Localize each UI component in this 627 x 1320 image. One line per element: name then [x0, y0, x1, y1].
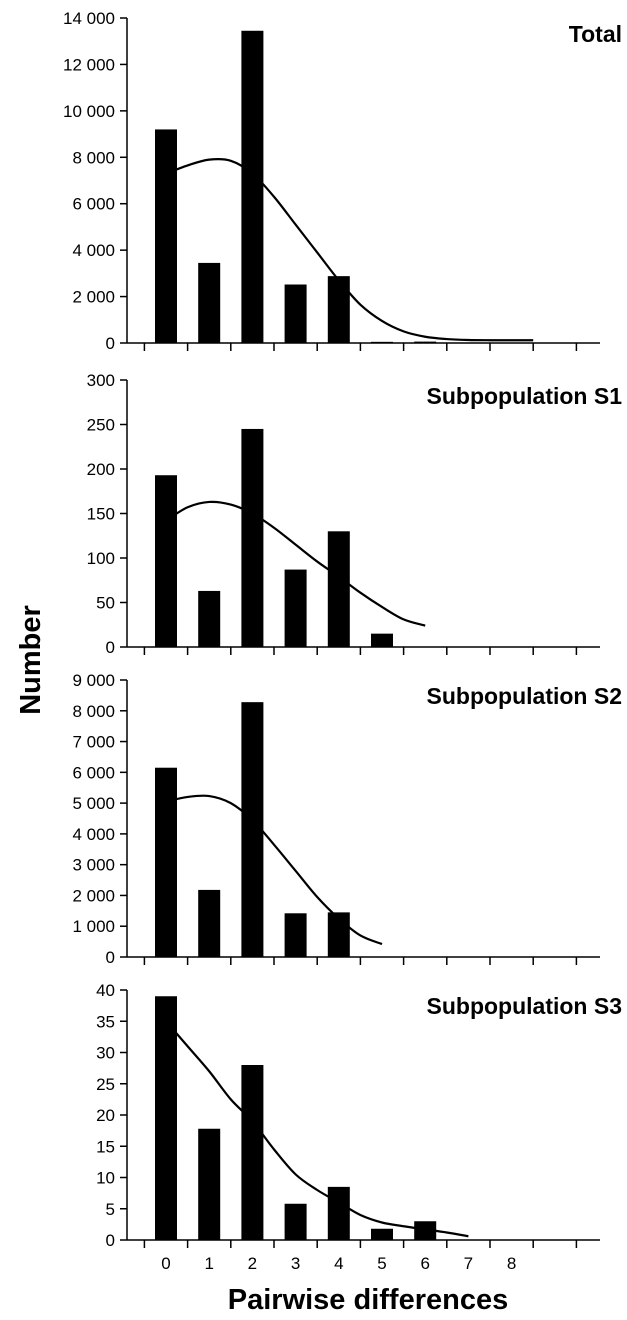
chart-panel-2: 0 50 100 150 200 250 300 Subpopulation S1: [87, 371, 623, 657]
y-tick-label: 2 000: [72, 886, 115, 905]
fit-curve: [165, 500, 426, 627]
x-tick-label: 4: [334, 1254, 343, 1273]
bar-3: [284, 1203, 307, 1240]
y-tick-label: 100: [87, 549, 115, 568]
x-tick-label: 1: [204, 1254, 213, 1273]
y-tick-label: 10: [96, 1169, 115, 1188]
y-tick-label: 25: [96, 1075, 115, 1094]
y-tick-label: 14 000: [63, 9, 115, 28]
bar-2: [241, 1065, 264, 1240]
y-tick-label: 8 000: [72, 148, 115, 167]
y-tick-label: 250: [87, 416, 115, 435]
y-tick-label: 0: [106, 638, 115, 657]
x-tick-label: 0: [161, 1254, 170, 1273]
x-tick-label: 5: [377, 1254, 386, 1273]
panel-title: Subpopulation S1: [427, 383, 623, 409]
y-tick-label: 4 000: [72, 241, 115, 260]
y-tick-label: 50: [96, 594, 115, 613]
x-axis-title: Pairwise differences: [228, 1284, 508, 1316]
y-tick-label: 1 000: [72, 917, 115, 936]
y-tick-label: 0: [106, 334, 115, 353]
bar-4: [327, 276, 350, 343]
bar-4: [327, 1186, 350, 1240]
bar-2: [241, 428, 264, 647]
bar-1: [198, 889, 221, 957]
x-tick-label: 8: [507, 1254, 516, 1273]
x-tick-label: 7: [464, 1254, 473, 1273]
bar-4: [327, 531, 350, 647]
y-tick-label: 15: [96, 1137, 115, 1156]
y-tick-label: 10 000: [63, 102, 115, 121]
y-tick-label: 5 000: [72, 794, 115, 813]
bar-3: [284, 569, 307, 647]
x-tick-label: 3: [291, 1254, 300, 1273]
chart-panel-1: 0 2 000 4 000 6 000 8 000 10 000 12 000 14 000 T…: [63, 9, 622, 353]
y-tick-label: 150: [87, 505, 115, 524]
y-tick-label: 35: [96, 1012, 115, 1031]
y-axis-title: Number: [15, 605, 47, 715]
bar-1: [198, 1128, 221, 1240]
bar-2: [241, 30, 264, 344]
bar-5: [371, 633, 393, 647]
y-tick-label: 5: [106, 1200, 115, 1219]
bar-6: [414, 341, 437, 343]
bar-3: [284, 913, 307, 957]
bar-0: [155, 996, 177, 1240]
bar-5: [371, 341, 393, 343]
fit-curve: [165, 794, 383, 946]
y-tick-label: 3 000: [72, 856, 115, 875]
y-tick-label: 8 000: [72, 702, 115, 721]
y-tick-label: 9 000: [72, 671, 115, 690]
panel-title: Total: [569, 21, 622, 47]
y-tick-label: 6 000: [72, 195, 115, 214]
bar-1: [198, 262, 221, 343]
bar-0: [155, 767, 177, 957]
panel-title: Subpopulation S2: [427, 683, 623, 709]
bar-2: [241, 702, 264, 957]
bar-3: [284, 284, 307, 343]
y-tick-label: 20: [96, 1106, 115, 1125]
x-tick-label: 2: [248, 1254, 257, 1273]
chart-panel-4: 0 5 10 15 20 25 30 35 40 Subpopulation S3 0 1 2 3 4 5 6 7…: [96, 981, 622, 1273]
y-tick-label: 200: [87, 460, 115, 479]
y-tick-label: 40: [96, 981, 115, 1000]
y-tick-label: 7 000: [72, 733, 115, 752]
y-tick-label: 30: [96, 1044, 115, 1063]
y-tick-label: 4 000: [72, 825, 115, 844]
bar-1: [198, 590, 221, 647]
bar-0: [155, 129, 177, 343]
y-tick-label: 12 000: [63, 55, 115, 74]
x-tick-label: 6: [420, 1254, 429, 1273]
y-tick-label: 2 000: [72, 288, 115, 307]
y-tick-label: 300: [87, 371, 115, 390]
fit-curve: [165, 157, 534, 342]
chart-panel-3: 0 1 000 2 000 3 000 4 000 5 000 6 000 7 000 8 00…: [72, 671, 622, 967]
fit-curve: [165, 1020, 469, 1238]
y-tick-label: 0: [106, 1231, 115, 1250]
y-tick-label: 6 000: [72, 763, 115, 782]
bar-6: [414, 1221, 437, 1240]
bar-5: [371, 1228, 393, 1240]
panel-title: Subpopulation S3: [427, 993, 623, 1019]
y-tick-label: 0: [106, 948, 115, 967]
bar-0: [155, 475, 177, 647]
